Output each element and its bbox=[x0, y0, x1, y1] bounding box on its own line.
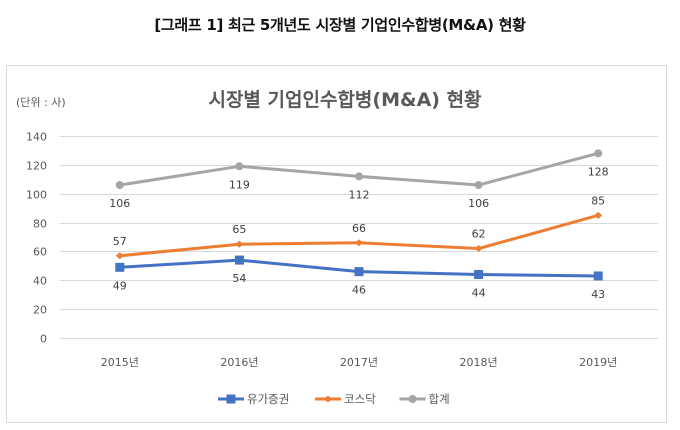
data-point-marker bbox=[474, 181, 483, 190]
data-label: 62 bbox=[472, 228, 486, 241]
data-label: 112 bbox=[349, 188, 370, 201]
y-tick-label: 100 bbox=[26, 189, 47, 202]
legend-marker bbox=[408, 395, 417, 403]
data-label: 65 bbox=[232, 223, 246, 236]
y-tick-label: 40 bbox=[33, 275, 47, 288]
legend-item: 유가증권 bbox=[218, 392, 289, 406]
data-label: 106 bbox=[109, 197, 130, 210]
data-label: 66 bbox=[352, 222, 366, 235]
data-label: 57 bbox=[113, 235, 127, 248]
legend-label: 합계 bbox=[429, 392, 450, 406]
x-tick-label: 2019년 bbox=[579, 356, 617, 369]
figure-caption: [그래프 1] 최근 5개년도 시장별 기업인수합병(M&A) 현황 bbox=[154, 16, 526, 34]
legend-marker bbox=[226, 394, 236, 404]
data-labels: 49 54 46 44 43 57 65 66 62 85 106 119 112 106 128 bbox=[109, 165, 608, 301]
legend-item: 코스닥 bbox=[315, 392, 376, 406]
data-label: 119 bbox=[229, 178, 250, 191]
y-tick-label: 20 bbox=[33, 304, 47, 317]
y-tick-label: 120 bbox=[26, 160, 47, 173]
legend-item: 합계 bbox=[399, 392, 450, 406]
legend: 유가증권 코스닥 합계 bbox=[218, 392, 450, 406]
x-tick-label: 2015년 bbox=[101, 356, 139, 369]
data-point-marker bbox=[355, 239, 363, 247]
data-label: 106 bbox=[468, 197, 489, 210]
data-point-marker bbox=[115, 262, 125, 272]
legend-label: 유가증권 bbox=[247, 392, 289, 406]
data-point-marker bbox=[594, 211, 603, 219]
series-markers bbox=[115, 149, 603, 281]
data-point-marker bbox=[594, 149, 603, 158]
y-tick-label: 140 bbox=[26, 131, 47, 144]
data-point-marker bbox=[355, 172, 363, 181]
data-label: 49 bbox=[113, 279, 127, 292]
data-label: 54 bbox=[232, 272, 246, 285]
x-tick-label: 2018년 bbox=[460, 356, 498, 369]
data-point-marker bbox=[115, 181, 124, 190]
x-tick-label: 2016년 bbox=[220, 356, 258, 369]
gridlines bbox=[60, 136, 658, 339]
data-label: 43 bbox=[591, 288, 605, 301]
data-point-marker bbox=[474, 270, 484, 280]
y-axis-ticks: 0 20 40 60 80 100 120 140 bbox=[26, 131, 47, 346]
legend-marker bbox=[324, 395, 332, 403]
data-point-marker bbox=[474, 245, 483, 253]
y-tick-label: 80 bbox=[33, 218, 47, 231]
unit-label: (단위 : 사) bbox=[16, 96, 66, 109]
data-point-marker bbox=[235, 240, 244, 248]
legend-label: 코스닥 bbox=[344, 392, 376, 406]
data-point-marker bbox=[354, 267, 364, 277]
x-tick-label: 2017년 bbox=[340, 356, 378, 369]
y-tick-label: 60 bbox=[33, 246, 47, 259]
data-label: 44 bbox=[472, 287, 486, 300]
data-point-marker bbox=[234, 255, 244, 265]
data-label: 46 bbox=[352, 284, 366, 297]
y-tick-label: 0 bbox=[40, 333, 47, 346]
x-axis-ticks: 2015년 2016년 2017년 2018년 2019년 bbox=[101, 356, 618, 369]
data-point-marker bbox=[593, 271, 603, 281]
data-point-marker bbox=[235, 162, 244, 171]
data-label: 85 bbox=[591, 194, 605, 207]
data-label: 128 bbox=[588, 165, 609, 178]
chart-title: 시장별 기업인수합병(M&A) 현황 bbox=[208, 88, 482, 111]
data-point-marker bbox=[115, 252, 124, 260]
